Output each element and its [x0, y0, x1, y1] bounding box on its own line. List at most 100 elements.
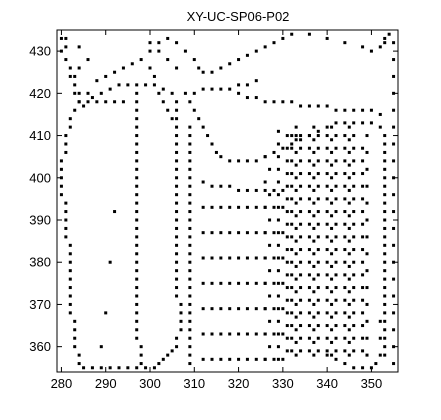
data-point — [135, 243, 139, 247]
data-point — [343, 159, 347, 163]
data-point — [272, 100, 276, 104]
data-point — [299, 273, 303, 277]
data-point — [210, 142, 214, 146]
data-point — [254, 96, 258, 100]
data-point — [307, 349, 311, 353]
data-point — [392, 345, 396, 349]
data-point — [281, 281, 285, 285]
data-point — [201, 357, 205, 361]
data-point — [307, 336, 311, 340]
data-point — [361, 108, 365, 112]
data-point — [347, 214, 351, 218]
data-point — [330, 188, 334, 192]
data-point — [383, 328, 387, 332]
data-point — [392, 311, 396, 315]
data-point — [307, 134, 311, 138]
data-point — [175, 235, 179, 239]
data-point — [307, 311, 311, 315]
data-point — [210, 332, 214, 336]
data-point — [135, 117, 139, 121]
data-point — [161, 87, 165, 91]
data-point — [135, 286, 139, 290]
data-point — [325, 336, 329, 340]
data-point — [365, 218, 369, 222]
data-point — [166, 353, 170, 357]
data-point — [148, 49, 152, 53]
data-point — [188, 167, 192, 171]
data-point — [330, 353, 334, 357]
data-point — [268, 193, 272, 197]
data-point — [285, 134, 289, 138]
data-point — [82, 104, 86, 108]
data-point — [64, 235, 68, 239]
data-point — [285, 336, 289, 340]
data-point — [188, 345, 192, 349]
data-point — [307, 235, 311, 239]
data-point — [290, 222, 294, 226]
data-point — [201, 70, 205, 74]
data-point — [392, 193, 396, 197]
data-point — [268, 269, 272, 273]
data-point — [135, 176, 139, 180]
data-point — [175, 100, 179, 104]
data-point — [183, 91, 187, 95]
data-point — [294, 134, 298, 138]
data-point — [276, 269, 280, 273]
data-point — [369, 108, 373, 112]
data-point — [117, 366, 121, 370]
data-point — [175, 252, 179, 256]
data-point — [299, 159, 303, 163]
data-point — [325, 210, 329, 214]
data-point — [316, 235, 320, 239]
y-tick-label: 430 — [29, 44, 51, 59]
data-point — [294, 125, 298, 129]
data-point — [135, 311, 139, 315]
data-point — [312, 328, 316, 332]
data-point — [135, 100, 139, 104]
data-point — [285, 298, 289, 302]
data-point — [334, 298, 338, 302]
data-point — [316, 197, 320, 201]
data-point — [126, 366, 130, 370]
data-point — [307, 286, 311, 290]
data-point — [117, 83, 121, 87]
data-point — [330, 315, 334, 319]
data-point — [64, 45, 68, 49]
x-tick-label: 320 — [228, 376, 250, 391]
data-point — [64, 134, 68, 138]
data-point — [352, 248, 356, 252]
data-point — [392, 91, 396, 95]
data-point — [237, 256, 241, 260]
data-point — [392, 277, 396, 281]
data-point — [139, 362, 143, 366]
data-point — [188, 100, 192, 104]
data-point — [392, 260, 396, 264]
y-tick-label: 400 — [29, 170, 51, 185]
data-point — [245, 307, 249, 311]
data-point — [361, 273, 365, 277]
data-point — [383, 41, 387, 45]
data-point — [285, 286, 289, 290]
data-point — [228, 231, 232, 235]
data-point — [294, 353, 298, 357]
data-point — [82, 366, 86, 370]
x-tick-label: 290 — [95, 376, 117, 391]
data-point — [343, 248, 347, 252]
data-point — [334, 210, 338, 214]
data-point — [188, 142, 192, 146]
data-point — [179, 311, 183, 315]
data-point — [299, 138, 303, 142]
data-point — [312, 302, 316, 306]
data-point — [121, 66, 125, 70]
data-point — [294, 328, 298, 332]
data-point — [307, 222, 311, 226]
data-point — [135, 159, 139, 163]
data-point — [299, 146, 303, 150]
data-point — [343, 197, 347, 201]
data-point — [299, 336, 303, 340]
data-point — [352, 134, 356, 138]
data-point — [361, 45, 365, 49]
data-point — [276, 167, 280, 171]
data-point — [347, 290, 351, 294]
